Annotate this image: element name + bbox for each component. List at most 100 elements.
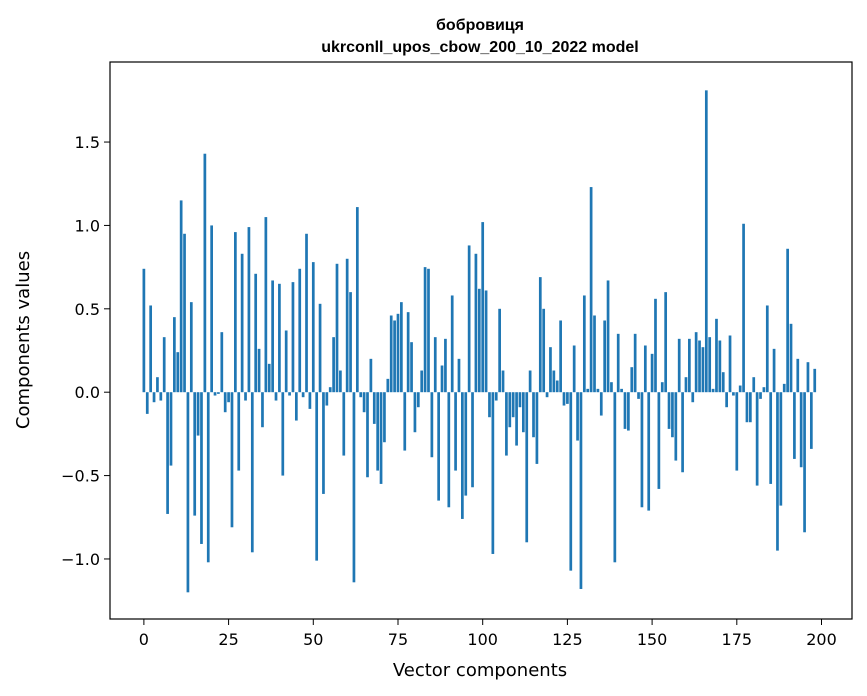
bar-158 bbox=[677, 338, 681, 393]
bar-122 bbox=[555, 380, 559, 393]
bar-151 bbox=[654, 298, 657, 393]
bar-75 bbox=[396, 313, 400, 393]
bar-91 bbox=[450, 295, 454, 393]
bar-183 bbox=[762, 387, 766, 393]
bar-101 bbox=[484, 290, 488, 393]
bar-94 bbox=[461, 392, 464, 519]
bar-68 bbox=[372, 392, 376, 424]
bar-71 bbox=[383, 392, 386, 443]
bar-153 bbox=[660, 382, 664, 393]
bar-148 bbox=[643, 345, 647, 393]
x-tick-label: 0 bbox=[139, 630, 149, 649]
bar-132 bbox=[589, 187, 593, 393]
bar-126 bbox=[569, 392, 573, 571]
bar-154 bbox=[664, 292, 668, 393]
bar-39 bbox=[274, 392, 278, 401]
bar-10 bbox=[176, 352, 180, 393]
bar-194 bbox=[799, 392, 803, 468]
bar-144 bbox=[630, 367, 634, 393]
bar-142 bbox=[623, 392, 627, 429]
y-tick-label: −0.5 bbox=[61, 467, 100, 486]
bar-155 bbox=[667, 392, 671, 429]
bar-184 bbox=[765, 305, 769, 393]
bar-76 bbox=[400, 302, 403, 393]
bar-6 bbox=[162, 337, 166, 393]
bar-195 bbox=[803, 392, 806, 533]
bar-136 bbox=[603, 320, 607, 393]
bar-191 bbox=[789, 323, 793, 393]
bar-171 bbox=[721, 372, 725, 393]
bar-150 bbox=[650, 353, 654, 393]
bar-90 bbox=[447, 392, 451, 508]
x-axis-ticks: 0 25 50 75 100 125 150 175 200 bbox=[139, 619, 837, 649]
bar-7 bbox=[166, 392, 169, 514]
bar-79 bbox=[410, 342, 413, 393]
bar-112 bbox=[522, 392, 525, 433]
bar-175 bbox=[735, 392, 739, 471]
x-tick-label: 75 bbox=[388, 630, 408, 649]
bar-25 bbox=[227, 392, 230, 403]
bar-124 bbox=[562, 392, 566, 406]
bar-28 bbox=[237, 392, 241, 471]
bar-36 bbox=[264, 217, 268, 393]
bar-77 bbox=[403, 392, 407, 451]
bar-12 bbox=[183, 233, 186, 393]
bar-157 bbox=[674, 392, 678, 461]
bar-17 bbox=[200, 392, 203, 544]
bar-24 bbox=[223, 392, 227, 413]
bar-81 bbox=[416, 392, 420, 408]
bar-5 bbox=[159, 392, 163, 401]
bar-59 bbox=[342, 392, 346, 456]
bar-178 bbox=[745, 392, 749, 423]
bar-93 bbox=[457, 358, 461, 393]
bar-120 bbox=[549, 347, 552, 393]
bar-160 bbox=[684, 377, 688, 393]
bar-100 bbox=[481, 222, 485, 393]
bar-0 bbox=[142, 268, 146, 393]
bar-18 bbox=[203, 153, 207, 393]
bar-84 bbox=[427, 268, 430, 393]
bar-37 bbox=[267, 363, 271, 393]
bar-80 bbox=[413, 392, 417, 433]
bar-53 bbox=[322, 392, 325, 494]
bar-185 bbox=[769, 392, 773, 484]
bar-42 bbox=[284, 330, 288, 393]
bar-72 bbox=[386, 378, 390, 393]
bar-130 bbox=[582, 295, 586, 393]
bar-123 bbox=[559, 320, 562, 393]
bar-43 bbox=[288, 392, 291, 396]
bar-86 bbox=[433, 337, 437, 393]
bar-50 bbox=[311, 262, 315, 393]
bar-96 bbox=[467, 245, 471, 393]
bar-110 bbox=[515, 392, 518, 446]
bar-49 bbox=[308, 392, 312, 409]
bar-198 bbox=[813, 368, 817, 393]
bar-11 bbox=[179, 200, 183, 393]
bar-162 bbox=[691, 392, 695, 403]
bar-138 bbox=[610, 382, 613, 393]
bar-32 bbox=[250, 392, 254, 553]
bar-64 bbox=[359, 392, 363, 398]
bar-31 bbox=[247, 227, 251, 393]
bar-103 bbox=[491, 392, 495, 554]
bar-135 bbox=[599, 392, 603, 416]
bar-3 bbox=[152, 392, 156, 403]
bar-197 bbox=[809, 392, 813, 449]
bar-1 bbox=[145, 392, 149, 414]
bar-55 bbox=[328, 387, 332, 393]
bar-105 bbox=[498, 308, 501, 393]
bar-127 bbox=[572, 345, 576, 393]
bar-4 bbox=[156, 377, 159, 393]
bar-143 bbox=[627, 392, 630, 431]
bar-176 bbox=[738, 385, 742, 393]
bar-82 bbox=[420, 370, 424, 393]
bar-73 bbox=[389, 315, 393, 393]
bars-group bbox=[142, 90, 817, 593]
y-tick-label: −1.0 bbox=[61, 550, 100, 569]
bar-41 bbox=[281, 392, 285, 476]
bar-104 bbox=[494, 392, 498, 401]
bar-156 bbox=[671, 392, 674, 438]
bar-187 bbox=[776, 392, 779, 551]
bar-133 bbox=[593, 315, 596, 393]
y-tick-label: 0.5 bbox=[75, 300, 100, 319]
